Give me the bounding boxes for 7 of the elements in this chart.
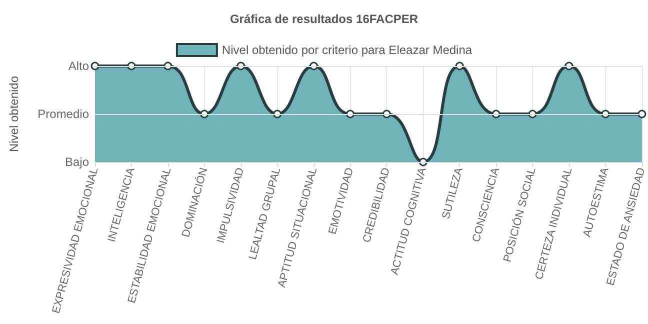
- x-tick-label: LEALTAD GRUPAL: [246, 166, 284, 262]
- ref-line-label: Alto: [68, 59, 90, 73]
- legend-label: Nivel obtenido por criterio para Eleazar Medina: [222, 43, 472, 57]
- chart-title: Gráfica de resultados 16FACPER: [230, 12, 418, 26]
- ref-line-label: Bajo: [64, 155, 90, 169]
- y-axis-title: Nivel obtenido: [7, 76, 21, 152]
- ref-line-label: Promedio: [38, 107, 90, 121]
